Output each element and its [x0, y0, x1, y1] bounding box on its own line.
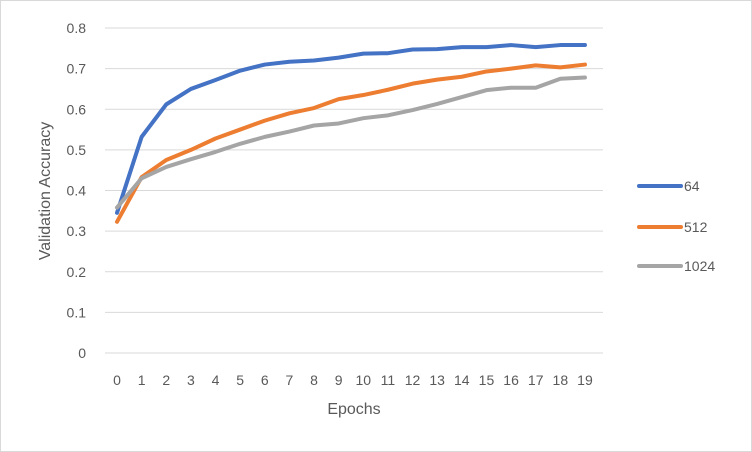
series-line-64 — [115, 43, 587, 215]
x-tick-label: 2 — [162, 372, 170, 388]
x-tick-label: 6 — [261, 372, 269, 388]
x-tick-label: 11 — [381, 372, 396, 388]
y-tick-label: 0.4 — [67, 183, 87, 199]
legend: 64 512 1024 — [637, 178, 715, 274]
y-tick-label: 0.5 — [67, 142, 87, 158]
y-tick-label: 0.3 — [67, 223, 87, 239]
x-tick-label: 9 — [335, 372, 343, 388]
x-tick-label: 17 — [528, 372, 544, 388]
x-tick-label: 12 — [405, 372, 421, 388]
y-tick-label: 0.1 — [67, 304, 87, 320]
x-tick-label: 15 — [479, 372, 495, 388]
x-tick-label: 13 — [429, 372, 445, 388]
series-lines — [115, 43, 587, 224]
x-tick-label: 7 — [286, 372, 294, 388]
x-tick-label: 14 — [454, 372, 470, 388]
x-tick-label: 19 — [577, 372, 593, 388]
y-tick-label: 0.8 — [67, 20, 87, 36]
x-tick-label: 18 — [553, 372, 569, 388]
legend-label-1024: 1024 — [684, 258, 715, 274]
y-axis-tick-labels: 0 0.1 0.2 0.3 0.4 0.5 0.6 0.7 0.8 — [67, 20, 87, 361]
x-tick-label: 8 — [310, 372, 318, 388]
y-tick-label: 0.6 — [67, 101, 87, 117]
x-tick-label: 10 — [356, 372, 372, 388]
x-axis-tick-labels: 0 1 2 3 4 5 6 7 8 9 10 11 12 13 14 15 16 17 18 19 — [113, 372, 593, 388]
legend-label-512: 512 — [684, 219, 708, 235]
y-tick-label: 0 — [78, 345, 86, 361]
y-tick-label: 0.7 — [67, 61, 87, 77]
series-line-512 — [115, 62, 587, 224]
series-line-1024 — [115, 75, 587, 210]
x-tick-label: 0 — [113, 372, 121, 388]
y-axis-title: Validation Accuracy — [37, 122, 54, 260]
x-axis-title: Epochs — [327, 401, 380, 418]
gridlines — [105, 27, 603, 354]
x-tick-label: 16 — [503, 372, 519, 388]
x-tick-label: 3 — [187, 372, 195, 388]
y-tick-label: 0.2 — [67, 264, 87, 280]
x-tick-label: 5 — [236, 372, 244, 388]
legend-label-64: 64 — [684, 178, 700, 194]
x-tick-label: 4 — [212, 372, 220, 388]
x-tick-label: 1 — [138, 372, 146, 388]
